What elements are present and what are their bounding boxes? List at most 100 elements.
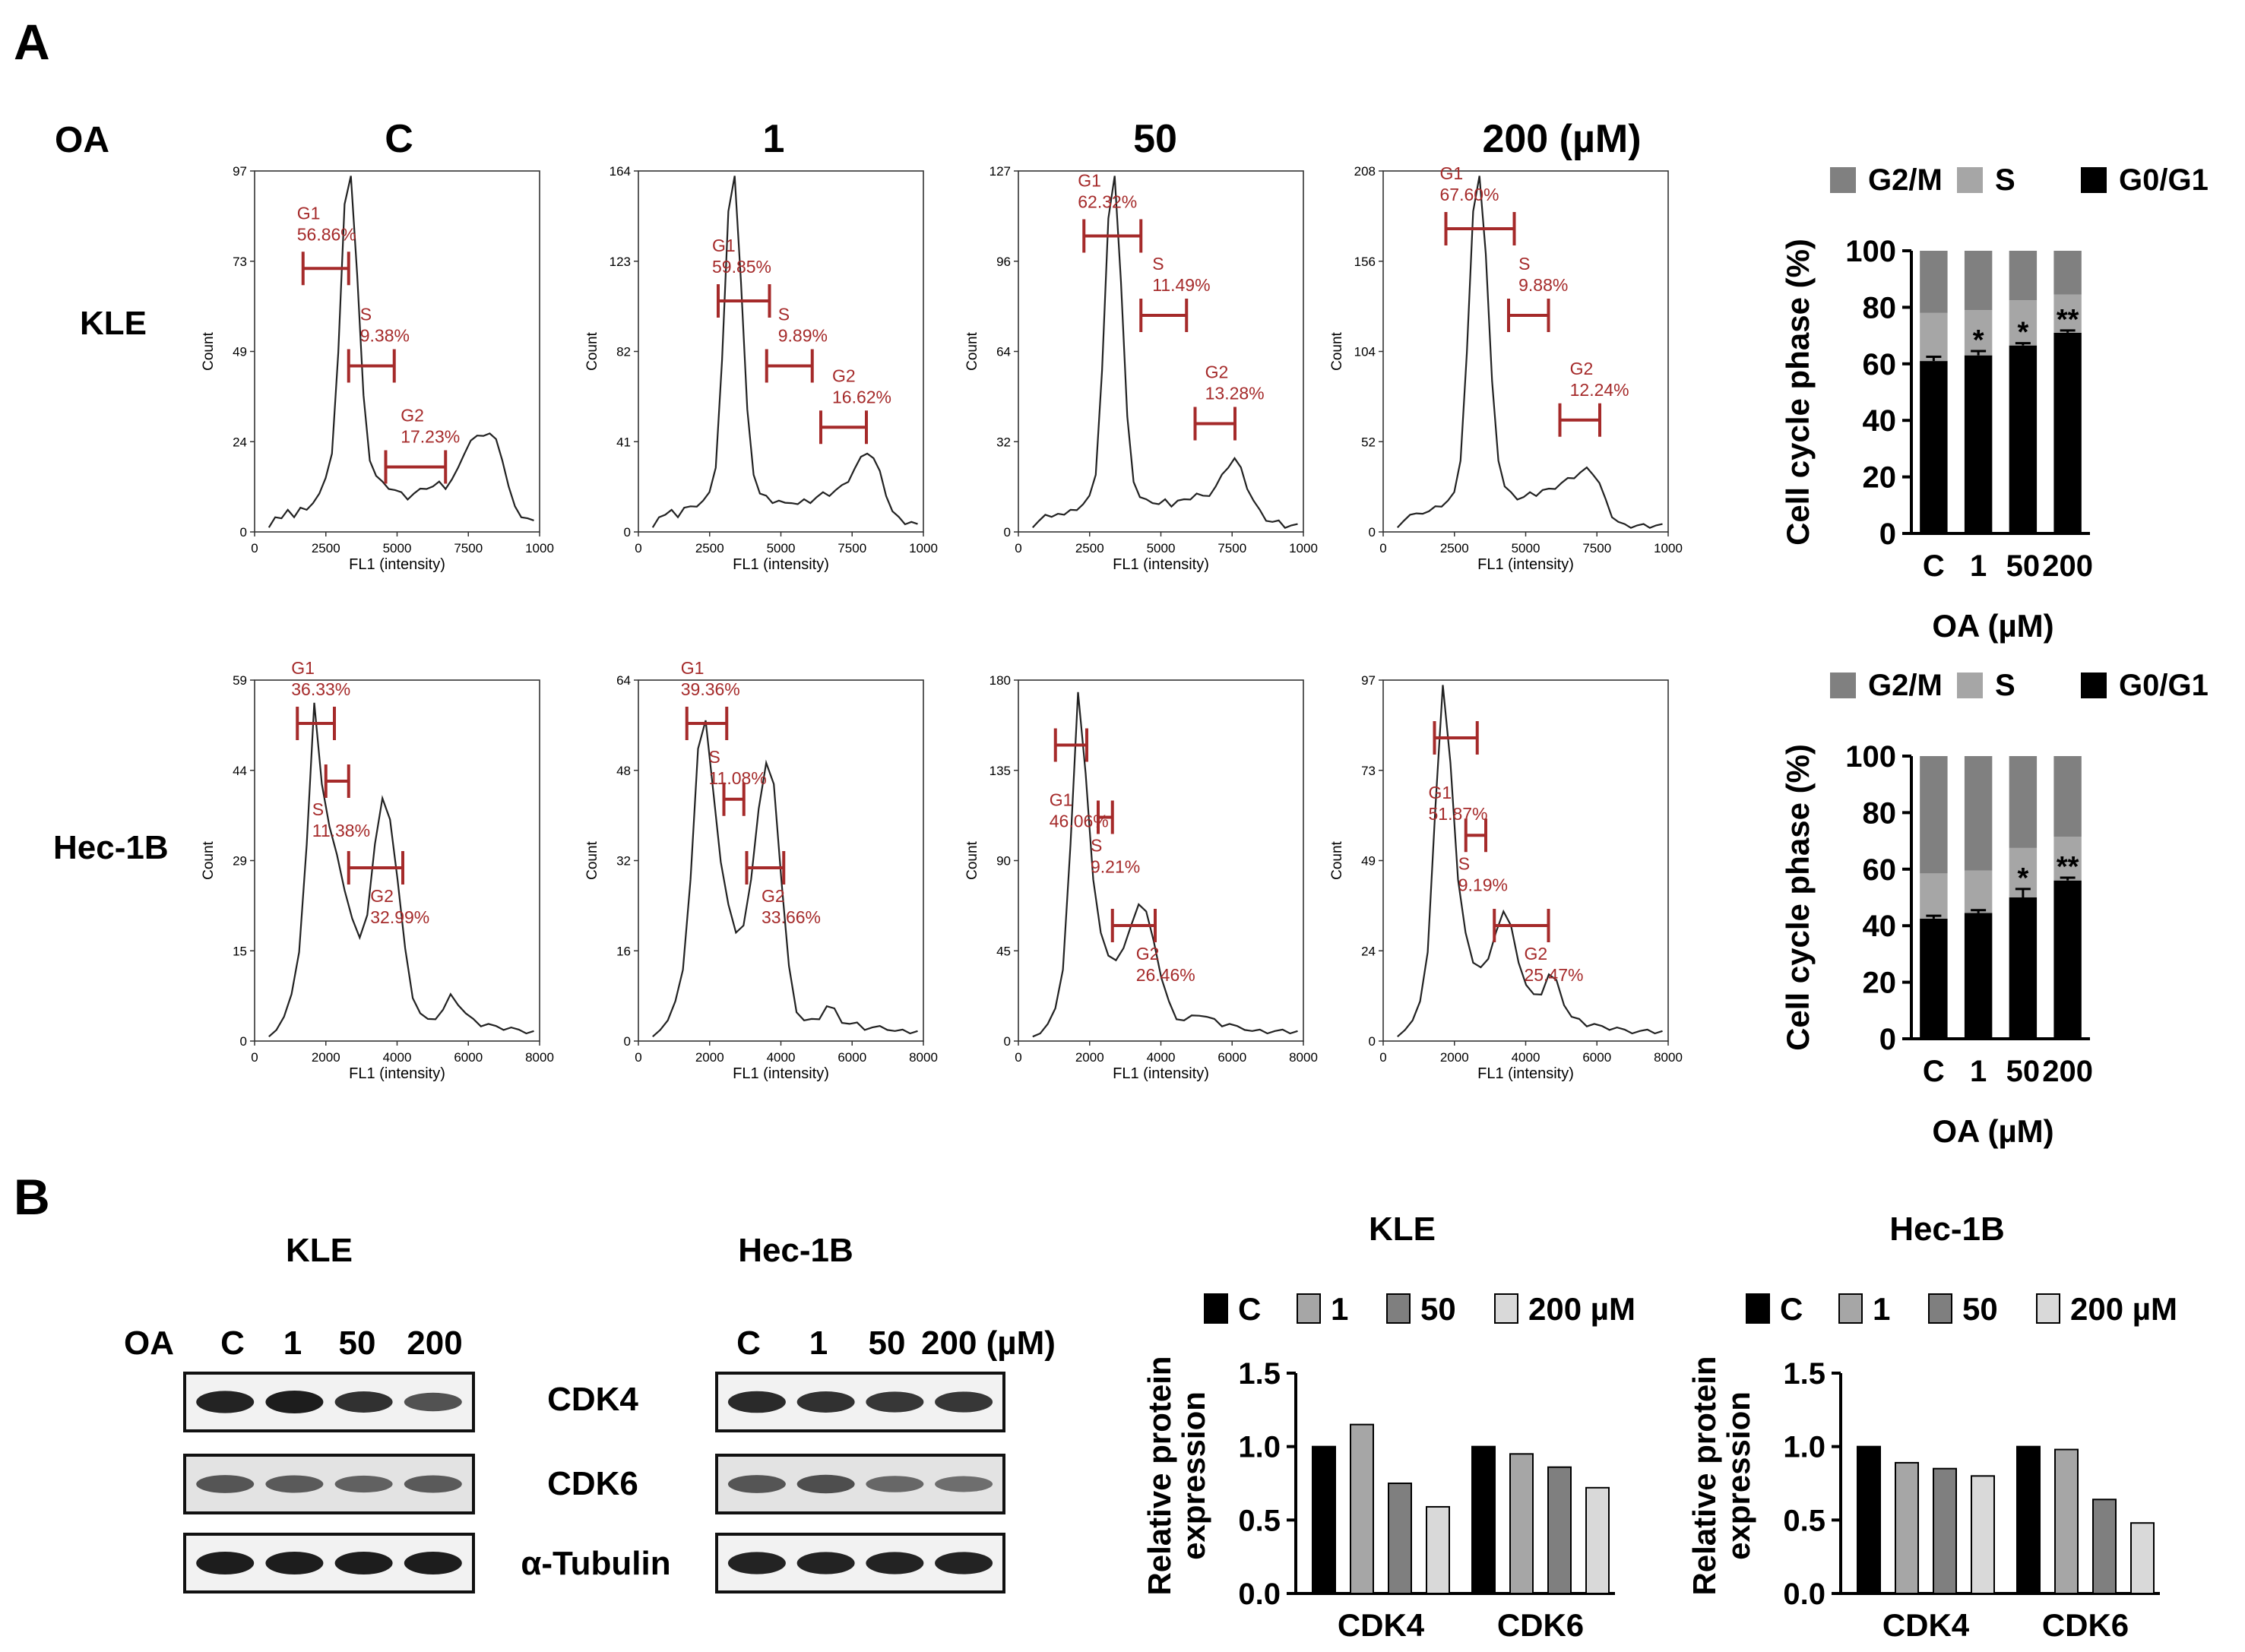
gate-percent: 32.99% xyxy=(370,907,429,927)
kle-cycle-chart: G2/M S G0/G1 0 20 40 60 80 100 Cell cycle phase (… xyxy=(1780,163,2209,644)
y-tick-label: 24 xyxy=(233,435,247,449)
gate-name: G2 xyxy=(401,406,424,426)
legend-label: G2/M xyxy=(1868,669,1943,702)
y-axis-label: Count xyxy=(584,840,600,879)
x-tick-label: 2500 xyxy=(1075,541,1104,555)
bar-segment-g2-m xyxy=(1964,756,1993,871)
gate-s: S 9.89% xyxy=(765,305,828,383)
y-tick-label: 156 xyxy=(1354,255,1376,269)
y-tick-label: 60 xyxy=(1863,853,1897,887)
x-tick-label: 2500 xyxy=(695,541,724,555)
blot-band xyxy=(265,1552,324,1574)
blot-band xyxy=(196,1391,255,1413)
histogram-trace xyxy=(652,720,918,1038)
x-tick-label: 50 xyxy=(2006,549,2041,583)
gate-percent: 39.36% xyxy=(681,679,740,699)
gate-name: G1 xyxy=(1078,171,1101,191)
y-tick-label: 0 xyxy=(624,1034,631,1049)
blot-lane-kle-50: 50 xyxy=(339,1324,376,1362)
histogram-frame xyxy=(1382,170,1669,533)
x-axis-label: FL1 (intensity) xyxy=(1113,556,1209,573)
x-tick-label: 6000 xyxy=(454,1050,483,1065)
x-tick-label: 7500 xyxy=(838,541,866,555)
y-tick-label: 0.0 xyxy=(1238,1578,1281,1611)
blot-band xyxy=(727,1552,786,1574)
gate-percent: 13.28% xyxy=(1205,384,1265,404)
y-axis-title: Cell cycle phase (%) xyxy=(1780,744,1816,1051)
legend-swatch xyxy=(1957,167,1983,193)
y-tick-label: 49 xyxy=(1361,854,1376,869)
y-tick-label: 40 xyxy=(1863,910,1897,943)
bar-cdk6-0 xyxy=(2016,1445,2041,1594)
bar-segment-s xyxy=(1920,873,1948,919)
y-tick-label: 0 xyxy=(624,525,631,540)
legend-swatch xyxy=(1297,1293,1321,1324)
histogram-frame xyxy=(638,679,924,1042)
x-tick-label: 2000 xyxy=(1440,1050,1469,1065)
significance-mark: * xyxy=(2017,317,2028,349)
gate-g1: G1 67.60% xyxy=(1440,163,1516,245)
y-tick-label: 96 xyxy=(996,255,1011,269)
gate-percent: 36.33% xyxy=(291,679,350,699)
significance-mark: * xyxy=(1973,324,1984,356)
x-tick-label: 4000 xyxy=(383,1050,412,1065)
legend-label: S xyxy=(1995,163,2015,197)
blot-strip xyxy=(183,1372,475,1432)
flow-histogram-0-1: 0 41 82 123 164 0 2500 5000 7500 1000 FL1 (intensi… xyxy=(584,164,938,573)
blot-band xyxy=(334,1391,393,1413)
blot-band xyxy=(727,1475,786,1493)
kle-protein-chart: KLE C 1 50 200 µM 0.0 0.5 1.0 1.5 Relative protei… xyxy=(1141,1211,1635,1643)
bar-cdk6-3 xyxy=(1585,1486,1610,1595)
bar-cdk4-1 xyxy=(1350,1423,1374,1594)
legend-swatch xyxy=(1830,167,1856,193)
y-tick-label: 41 xyxy=(616,435,631,449)
x-tick-label: 7500 xyxy=(454,541,483,555)
bar-cdk6-3 xyxy=(2130,1522,2155,1594)
flow-histogram-0-2: 0 32 64 96 127 0 2500 5000 7500 1000 FL1 (intensit… xyxy=(964,164,1318,573)
x-tick-label: 5000 xyxy=(383,541,412,555)
y-tick-label: 0.5 xyxy=(1783,1504,1825,1537)
y-tick-label: 100 xyxy=(1845,740,1896,774)
col-header-200: 200 (µM) xyxy=(1482,117,1641,161)
gate-percent: 25.47% xyxy=(1524,965,1583,985)
y-tick-label: 0 xyxy=(240,1034,247,1049)
gate-s: S9.21% xyxy=(1091,800,1140,877)
gate-name: G2 xyxy=(832,366,856,385)
col-header-50: 50 xyxy=(1133,117,1177,161)
y-tick-label: 48 xyxy=(616,764,631,778)
gate-name: G1 xyxy=(1050,790,1073,810)
blot-oa-label: OA xyxy=(124,1324,174,1362)
cycle-legend: G2/M S G0/G1 xyxy=(1830,163,2209,197)
x-axis-title: OA (µM) xyxy=(1932,608,2053,644)
blot-band xyxy=(796,1474,855,1494)
x-tick-label: 0 xyxy=(1379,541,1386,555)
gate-name: S xyxy=(1518,254,1530,274)
gate-name: G1 xyxy=(297,203,321,223)
x-tick-label: 200 xyxy=(2042,1055,2093,1088)
protein-label-cdk4: CDK4 xyxy=(547,1381,638,1418)
y-tick-label: 0 xyxy=(1004,525,1011,540)
x-tick-label: 7500 xyxy=(1582,541,1611,555)
y-tick-label: 20 xyxy=(1863,967,1897,1000)
histogram-trace xyxy=(1397,685,1663,1038)
y-tick-label: 97 xyxy=(1361,673,1376,688)
y-tick-label: 180 xyxy=(990,673,1011,688)
x-tick-label: 5000 xyxy=(1512,541,1540,555)
blot-band xyxy=(404,1552,462,1574)
x-axis-label: FL1 (intensity) xyxy=(349,1065,445,1082)
protein-legend: C 1 50 200 µM xyxy=(1204,1291,1635,1327)
legend-swatch xyxy=(2036,1293,2060,1324)
legend-swatch xyxy=(1494,1293,1518,1324)
legend-swatch xyxy=(1928,1293,1952,1324)
y-axis-title: Relative protein xyxy=(1141,1356,1177,1595)
blot-band xyxy=(935,1391,993,1413)
histogram-trace xyxy=(1031,176,1298,530)
bar-segment-g0-g1 xyxy=(1964,355,1993,533)
gate-percent: 12.24% xyxy=(1570,380,1629,400)
legend-swatch xyxy=(1957,673,1983,698)
y-tick-label: 0 xyxy=(240,525,247,540)
gate-name: G1 xyxy=(712,236,736,255)
